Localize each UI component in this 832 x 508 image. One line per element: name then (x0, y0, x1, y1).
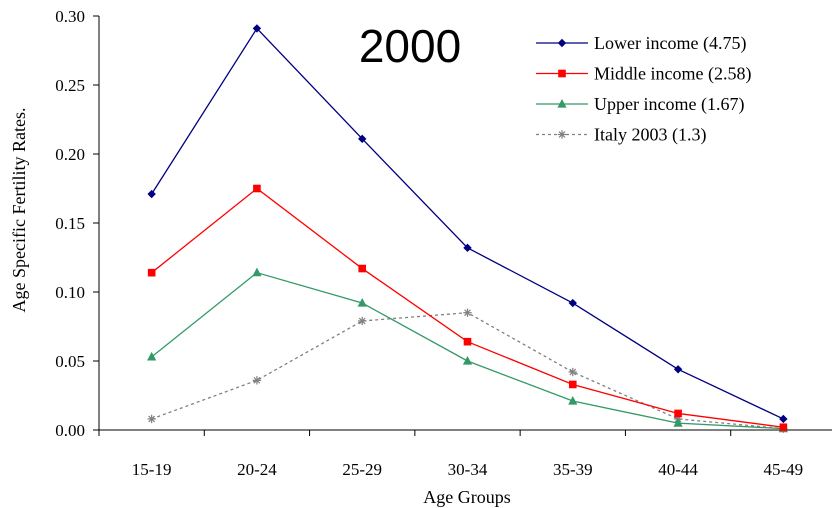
y-tick-label: 0.20 (55, 145, 85, 164)
x-axis-title: Age Groups (423, 487, 511, 507)
data-point (462, 356, 473, 365)
data-point (147, 189, 156, 199)
legend-label-2: Upper income (1.67) (594, 94, 744, 115)
plot-area: 0.00 0.05 0.10 0.15 0.20 0.25 0.30 15-19 20-24 25… (55, 7, 832, 479)
y-tick-label: 0.15 (55, 214, 85, 233)
data-point (463, 308, 472, 317)
legend-label-0: Lower income (4.75) (594, 33, 746, 54)
data-point (358, 134, 367, 144)
y-tick-label: 0.10 (55, 283, 85, 302)
data-point (147, 351, 157, 361)
data-point (253, 184, 261, 193)
x-tick-label: 20-24 (237, 460, 277, 479)
legend-marker-1 (558, 69, 566, 78)
y-tick-label: 0.25 (55, 76, 85, 95)
x-tick-label: 25-29 (342, 460, 382, 479)
data-point (252, 376, 262, 385)
y-axis-title: Age Specific Fertility Rates. (9, 108, 29, 313)
data-point (463, 337, 472, 346)
x-tick-label: 40-44 (658, 460, 698, 479)
data-point (673, 418, 683, 427)
legend-marker-2 (557, 99, 567, 108)
series-line-1 (151, 187, 784, 428)
data-point (568, 298, 577, 308)
legend-marker-0 (557, 38, 567, 48)
series-line-3 (151, 312, 784, 430)
x-tick-label: 45-49 (764, 460, 804, 479)
data-point (358, 316, 367, 326)
legend-label-3: Italy 2003 (1.3) (594, 125, 706, 146)
data-point (147, 268, 156, 277)
series-line-2 (151, 271, 784, 430)
series-layer (147, 24, 788, 433)
data-point (568, 396, 578, 405)
legend-marker-3 (557, 130, 567, 139)
data-point (779, 423, 788, 432)
data-point (674, 409, 682, 418)
legend: Lower income (4.75) Middle income (2.58) U… (536, 33, 751, 146)
chart-title: 2000 (359, 20, 461, 72)
y-tick-label: 0.05 (55, 352, 85, 371)
data-point (568, 380, 577, 389)
data-point (252, 24, 262, 33)
legend-label-1: Middle income (2.58) (594, 64, 751, 85)
data-point (357, 298, 367, 307)
data-point (779, 414, 788, 424)
data-point (463, 243, 472, 253)
data-point (358, 264, 367, 273)
y-tick-label: 0.00 (55, 421, 85, 440)
y-tick-label: 0.30 (55, 7, 85, 26)
x-tick-label: 30-34 (448, 460, 488, 479)
data-point (147, 414, 156, 424)
x-tick-label: 15-19 (132, 460, 172, 479)
data-point (568, 367, 577, 377)
data-point (673, 365, 683, 374)
x-tick-label: 35-39 (553, 460, 593, 479)
data-point (252, 267, 262, 277)
